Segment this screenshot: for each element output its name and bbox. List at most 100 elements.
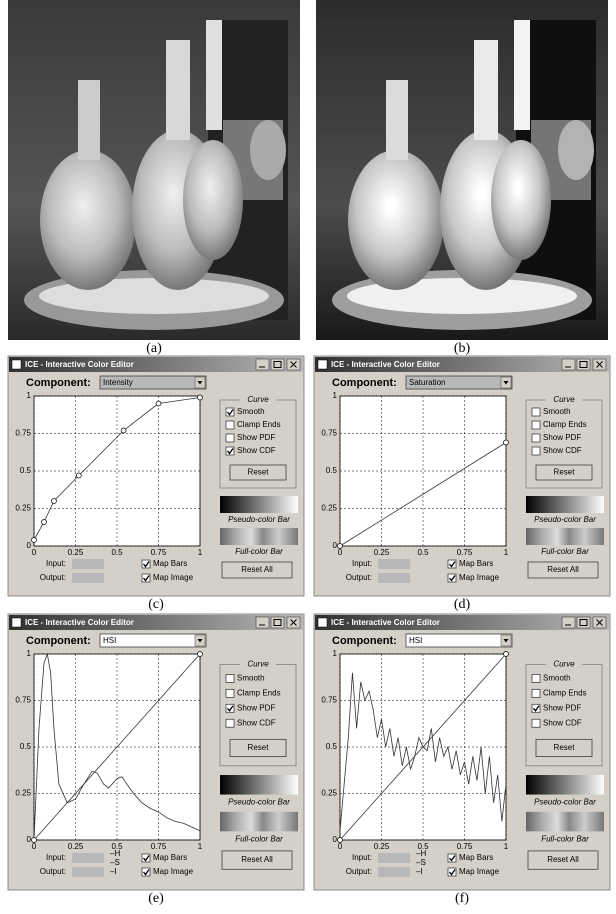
curve-option-checkbox[interactable]: Show CDF xyxy=(225,446,276,456)
checkbox-box xyxy=(531,446,541,456)
curve-option-checkbox[interactable]: Clamp Ends xyxy=(225,420,281,430)
checkbox-label: Show CDF xyxy=(543,446,582,455)
component-dropdown[interactable]: Intensity xyxy=(99,375,207,390)
map-image-checkbox[interactable]: Map Image xyxy=(141,573,194,583)
window-icon xyxy=(11,617,22,628)
map-image-checkbox[interactable]: Map Image xyxy=(447,573,500,583)
checkmark xyxy=(448,561,456,568)
group-title-bg xyxy=(546,396,582,404)
component-dropdown[interactable]: HSI xyxy=(99,633,207,648)
maximize-button[interactable] xyxy=(270,358,285,371)
minimize-button[interactable] xyxy=(255,616,270,629)
checkbox-box xyxy=(225,688,235,698)
component-label: Component: xyxy=(332,635,397,647)
checkbox-label: Show CDF xyxy=(237,446,276,455)
minimize-button[interactable] xyxy=(561,616,576,629)
map-image-checkbox[interactable]: Map Image xyxy=(447,867,500,877)
close-button[interactable] xyxy=(592,358,607,371)
curve-option-checkbox[interactable]: Show CDF xyxy=(531,718,582,728)
map-bars-checkbox[interactable]: Map Bars xyxy=(447,853,493,863)
close-button[interactable] xyxy=(286,616,301,629)
component-dropdown[interactable]: Saturation xyxy=(405,375,513,390)
checkmark xyxy=(142,869,150,876)
x-tick-label: 1 xyxy=(504,548,509,557)
checkbox-label: Show PDF xyxy=(543,433,581,442)
reset-all-button[interactable]: Reset All xyxy=(221,850,293,870)
close-button[interactable] xyxy=(592,616,607,629)
x-tick-label: 1 xyxy=(198,842,203,851)
checkbox-label: Map Image xyxy=(459,573,500,582)
reset-all-button[interactable]: Reset All xyxy=(221,561,293,579)
x-tick-label: 0.25 xyxy=(374,842,390,851)
maximize-button[interactable] xyxy=(576,616,591,629)
curve-option-checkbox[interactable]: Show CDF xyxy=(225,718,276,728)
reset-button[interactable]: Reset xyxy=(229,464,287,481)
button-glyph xyxy=(596,361,603,368)
curve-option-checkbox[interactable]: Show PDF xyxy=(225,433,275,443)
checkmark xyxy=(448,855,456,862)
checkbox-box xyxy=(531,718,541,728)
channel-label: –H xyxy=(416,849,426,858)
button-face xyxy=(255,358,270,371)
button-face xyxy=(229,738,287,757)
dropdown-arrow xyxy=(197,639,203,643)
y-tick-label: 0 xyxy=(333,835,338,844)
curve-option-checkbox[interactable]: Show PDF xyxy=(225,703,275,713)
y-tick-label: 0.25 xyxy=(15,504,31,513)
group-title-bg xyxy=(240,660,276,668)
minimize-button[interactable] xyxy=(255,358,270,371)
checkbox-box xyxy=(531,703,541,713)
output-label: Output: xyxy=(346,573,372,582)
checkbox-box xyxy=(531,420,541,430)
checkbox-label: Map Image xyxy=(459,867,500,876)
reset-all-button[interactable]: Reset All xyxy=(527,850,599,870)
maximize-button[interactable] xyxy=(270,616,285,629)
checkbox-box xyxy=(225,703,235,713)
ice-window: ICE - Interactive Color Editor Component:… xyxy=(7,355,305,597)
map-bars-checkbox[interactable]: Map Bars xyxy=(141,853,187,863)
map-bars-checkbox[interactable]: Map Bars xyxy=(141,559,187,569)
group-title-bg xyxy=(546,660,582,668)
button-glyph xyxy=(290,361,297,368)
checkbox-label: Clamp Ends xyxy=(543,688,587,697)
checkmark xyxy=(226,448,234,455)
x-tick-label: 0.5 xyxy=(111,842,123,851)
curve-option-checkbox[interactable]: Show PDF xyxy=(531,433,581,443)
curve-option-checkbox[interactable]: Smooth xyxy=(531,407,571,417)
curve-option-checkbox[interactable]: Clamp Ends xyxy=(225,688,281,698)
button-face xyxy=(221,850,293,870)
checkbox-box xyxy=(141,853,151,863)
reset-all-button[interactable]: Reset All xyxy=(527,561,599,579)
curve-option-checkbox[interactable]: Clamp Ends xyxy=(531,420,587,430)
checkbox-label: Map Image xyxy=(153,573,194,582)
minimize-button[interactable] xyxy=(561,358,576,371)
map-bars-checkbox[interactable]: Map Bars xyxy=(447,559,493,569)
mapping-curve xyxy=(339,442,507,547)
maximize-button[interactable] xyxy=(576,358,591,371)
map-image-checkbox[interactable]: Map Image xyxy=(141,867,194,877)
button-face xyxy=(527,850,599,870)
curve-option-checkbox[interactable]: Smooth xyxy=(225,407,265,417)
curve-option-checkbox[interactable]: Clamp Ends xyxy=(531,688,587,698)
reset-button[interactable]: Reset xyxy=(229,738,287,757)
caption: (b) xyxy=(454,341,471,356)
curve-group-title: Curve xyxy=(553,660,575,669)
curve-option-checkbox[interactable]: Show CDF xyxy=(531,446,582,456)
close-button[interactable] xyxy=(286,358,301,371)
dropdown-value: Saturation xyxy=(409,378,445,387)
y-tick-label: 0.25 xyxy=(321,789,337,798)
curve-option-checkbox[interactable]: Smooth xyxy=(531,674,571,683)
checkbox-label: Show PDF xyxy=(237,703,275,712)
checkbox-box xyxy=(531,674,541,683)
input-label: Input: xyxy=(352,559,372,568)
component-dropdown[interactable]: HSI xyxy=(405,633,513,648)
curve-option-checkbox[interactable]: Show PDF xyxy=(531,703,581,713)
reset-button[interactable]: Reset xyxy=(535,738,593,757)
output-label: Output: xyxy=(346,867,372,876)
curve-option-checkbox[interactable]: Smooth xyxy=(225,674,265,683)
checkbox-box xyxy=(531,407,541,417)
reset-button[interactable]: Reset xyxy=(535,464,593,481)
dropdown-arrow xyxy=(503,639,509,643)
dropdown-arrow xyxy=(197,381,203,385)
full-bar-label: Full-color Bar xyxy=(235,547,283,556)
